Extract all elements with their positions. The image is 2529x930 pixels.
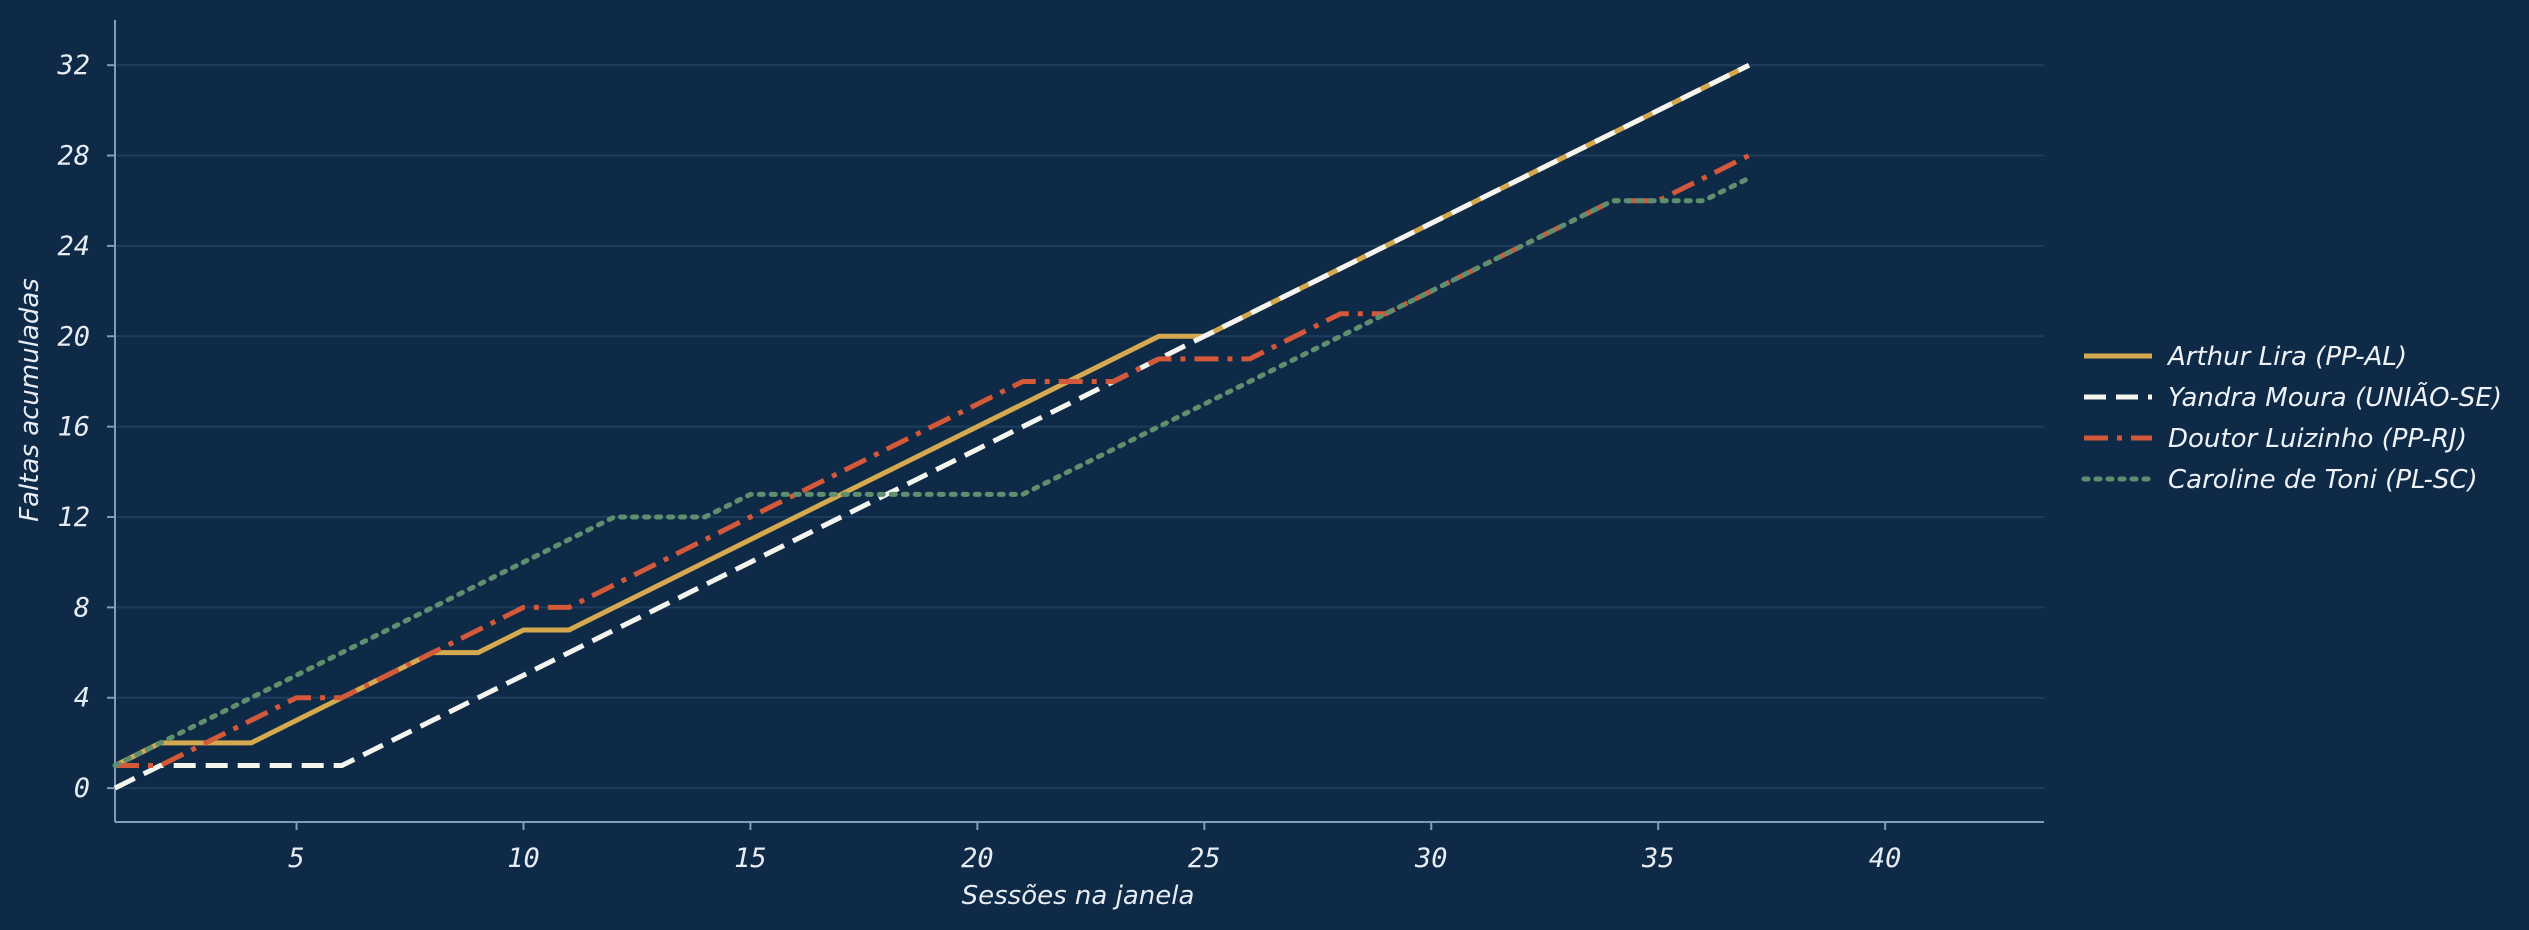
x-tick-label-20: 20	[961, 843, 994, 874]
y-tick-label-4: 4	[74, 683, 90, 714]
legend-label-arthur-lira-pp-al: Arthur Lira (PP-AL)	[2166, 342, 2407, 372]
y-tick-label-28: 28	[57, 141, 90, 172]
x-tick-label-30: 30	[1414, 843, 1448, 874]
y-tick-label-0: 0	[74, 773, 90, 804]
axes	[107, 20, 2044, 830]
legend-label-yandra-moura-uniao-se: Yandra Moura (UNIÃO-SE)	[2168, 381, 2502, 413]
x-tick-label-5: 5	[288, 843, 304, 874]
series-lines	[112, 62, 1752, 791]
x-tick-label-40: 40	[1869, 843, 1902, 874]
x-tick-label-25: 25	[1188, 843, 1221, 874]
x-tick-label-35: 35	[1641, 843, 1675, 874]
y-tick-label-12: 12	[57, 502, 90, 533]
x-tick-label-10: 10	[507, 843, 540, 874]
legend-label-caroline-de-toni-pl-sc: Caroline de Toni (PL-SC)	[2168, 465, 2478, 495]
y-axis-label: Faltas acumuladas	[15, 278, 45, 522]
x-tick-label-15: 15	[734, 843, 767, 874]
y-tick-label-20: 20	[57, 321, 90, 352]
series-line-caroline-de-toni-pl-sc	[112, 175, 1752, 768]
y-tick-label-32: 32	[56, 50, 90, 81]
y-tick-label-24: 24	[57, 231, 90, 262]
legend-label-doutor-luizinho-pp-rj: Doutor Luizinho (PP-RJ)	[2168, 424, 2467, 454]
y-tick-label-8: 8	[74, 592, 90, 623]
x-axis-label: Sessões na janela	[962, 881, 1195, 911]
y-tick-label-16: 16	[57, 412, 90, 443]
tick-labels: 0 4 8 12 16 20 24 28 32 5 10 15 20 25 30 35 40	[56, 50, 1901, 874]
legend: Arthur Lira (PP-AL) Yandra Moura (UNIÃO-S…	[2081, 342, 2502, 495]
